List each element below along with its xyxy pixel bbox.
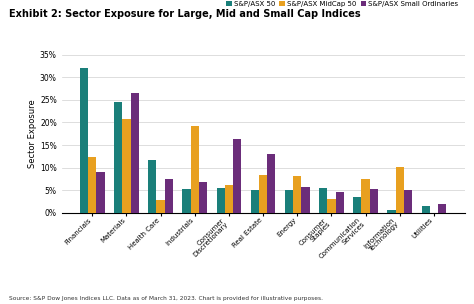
Legend: S&P/ASX 50, S&P/ASX MidCap 50, S&P/ASX Small Ordinaries: S&P/ASX 50, S&P/ASX MidCap 50, S&P/ASX S… <box>223 0 461 10</box>
Bar <box>387 210 396 213</box>
Bar <box>182 189 191 213</box>
Bar <box>421 206 430 213</box>
Bar <box>293 176 301 213</box>
Bar <box>438 204 446 213</box>
Bar <box>285 190 293 213</box>
Text: Source: S&P Dow Jones Indices LLC. Data as of March 31, 2023. Chart is provided : Source: S&P Dow Jones Indices LLC. Data … <box>9 296 323 301</box>
Bar <box>328 199 336 213</box>
Text: Exhibit 2: Sector Exposure for Large, Mid and Small Cap Indices: Exhibit 2: Sector Exposure for Large, Mi… <box>9 9 361 19</box>
Bar <box>114 102 122 213</box>
Bar <box>148 160 156 213</box>
Bar <box>88 157 96 213</box>
Bar <box>259 175 267 213</box>
Bar <box>225 185 233 213</box>
Bar <box>301 187 310 213</box>
Bar <box>217 188 225 213</box>
Bar <box>80 68 88 213</box>
Y-axis label: Sector Exposure: Sector Exposure <box>28 99 37 168</box>
Bar <box>319 188 328 213</box>
Bar <box>267 154 275 213</box>
Bar <box>199 181 207 213</box>
Bar <box>396 167 404 213</box>
Bar <box>362 179 370 213</box>
Bar <box>130 93 139 213</box>
Bar <box>191 126 199 213</box>
Bar <box>156 200 164 213</box>
Bar <box>96 172 105 213</box>
Bar <box>370 189 378 213</box>
Bar <box>233 139 241 213</box>
Bar <box>336 192 344 213</box>
Bar <box>353 197 362 213</box>
Bar <box>251 190 259 213</box>
Bar <box>164 179 173 213</box>
Bar <box>404 190 412 213</box>
Bar <box>122 119 130 213</box>
